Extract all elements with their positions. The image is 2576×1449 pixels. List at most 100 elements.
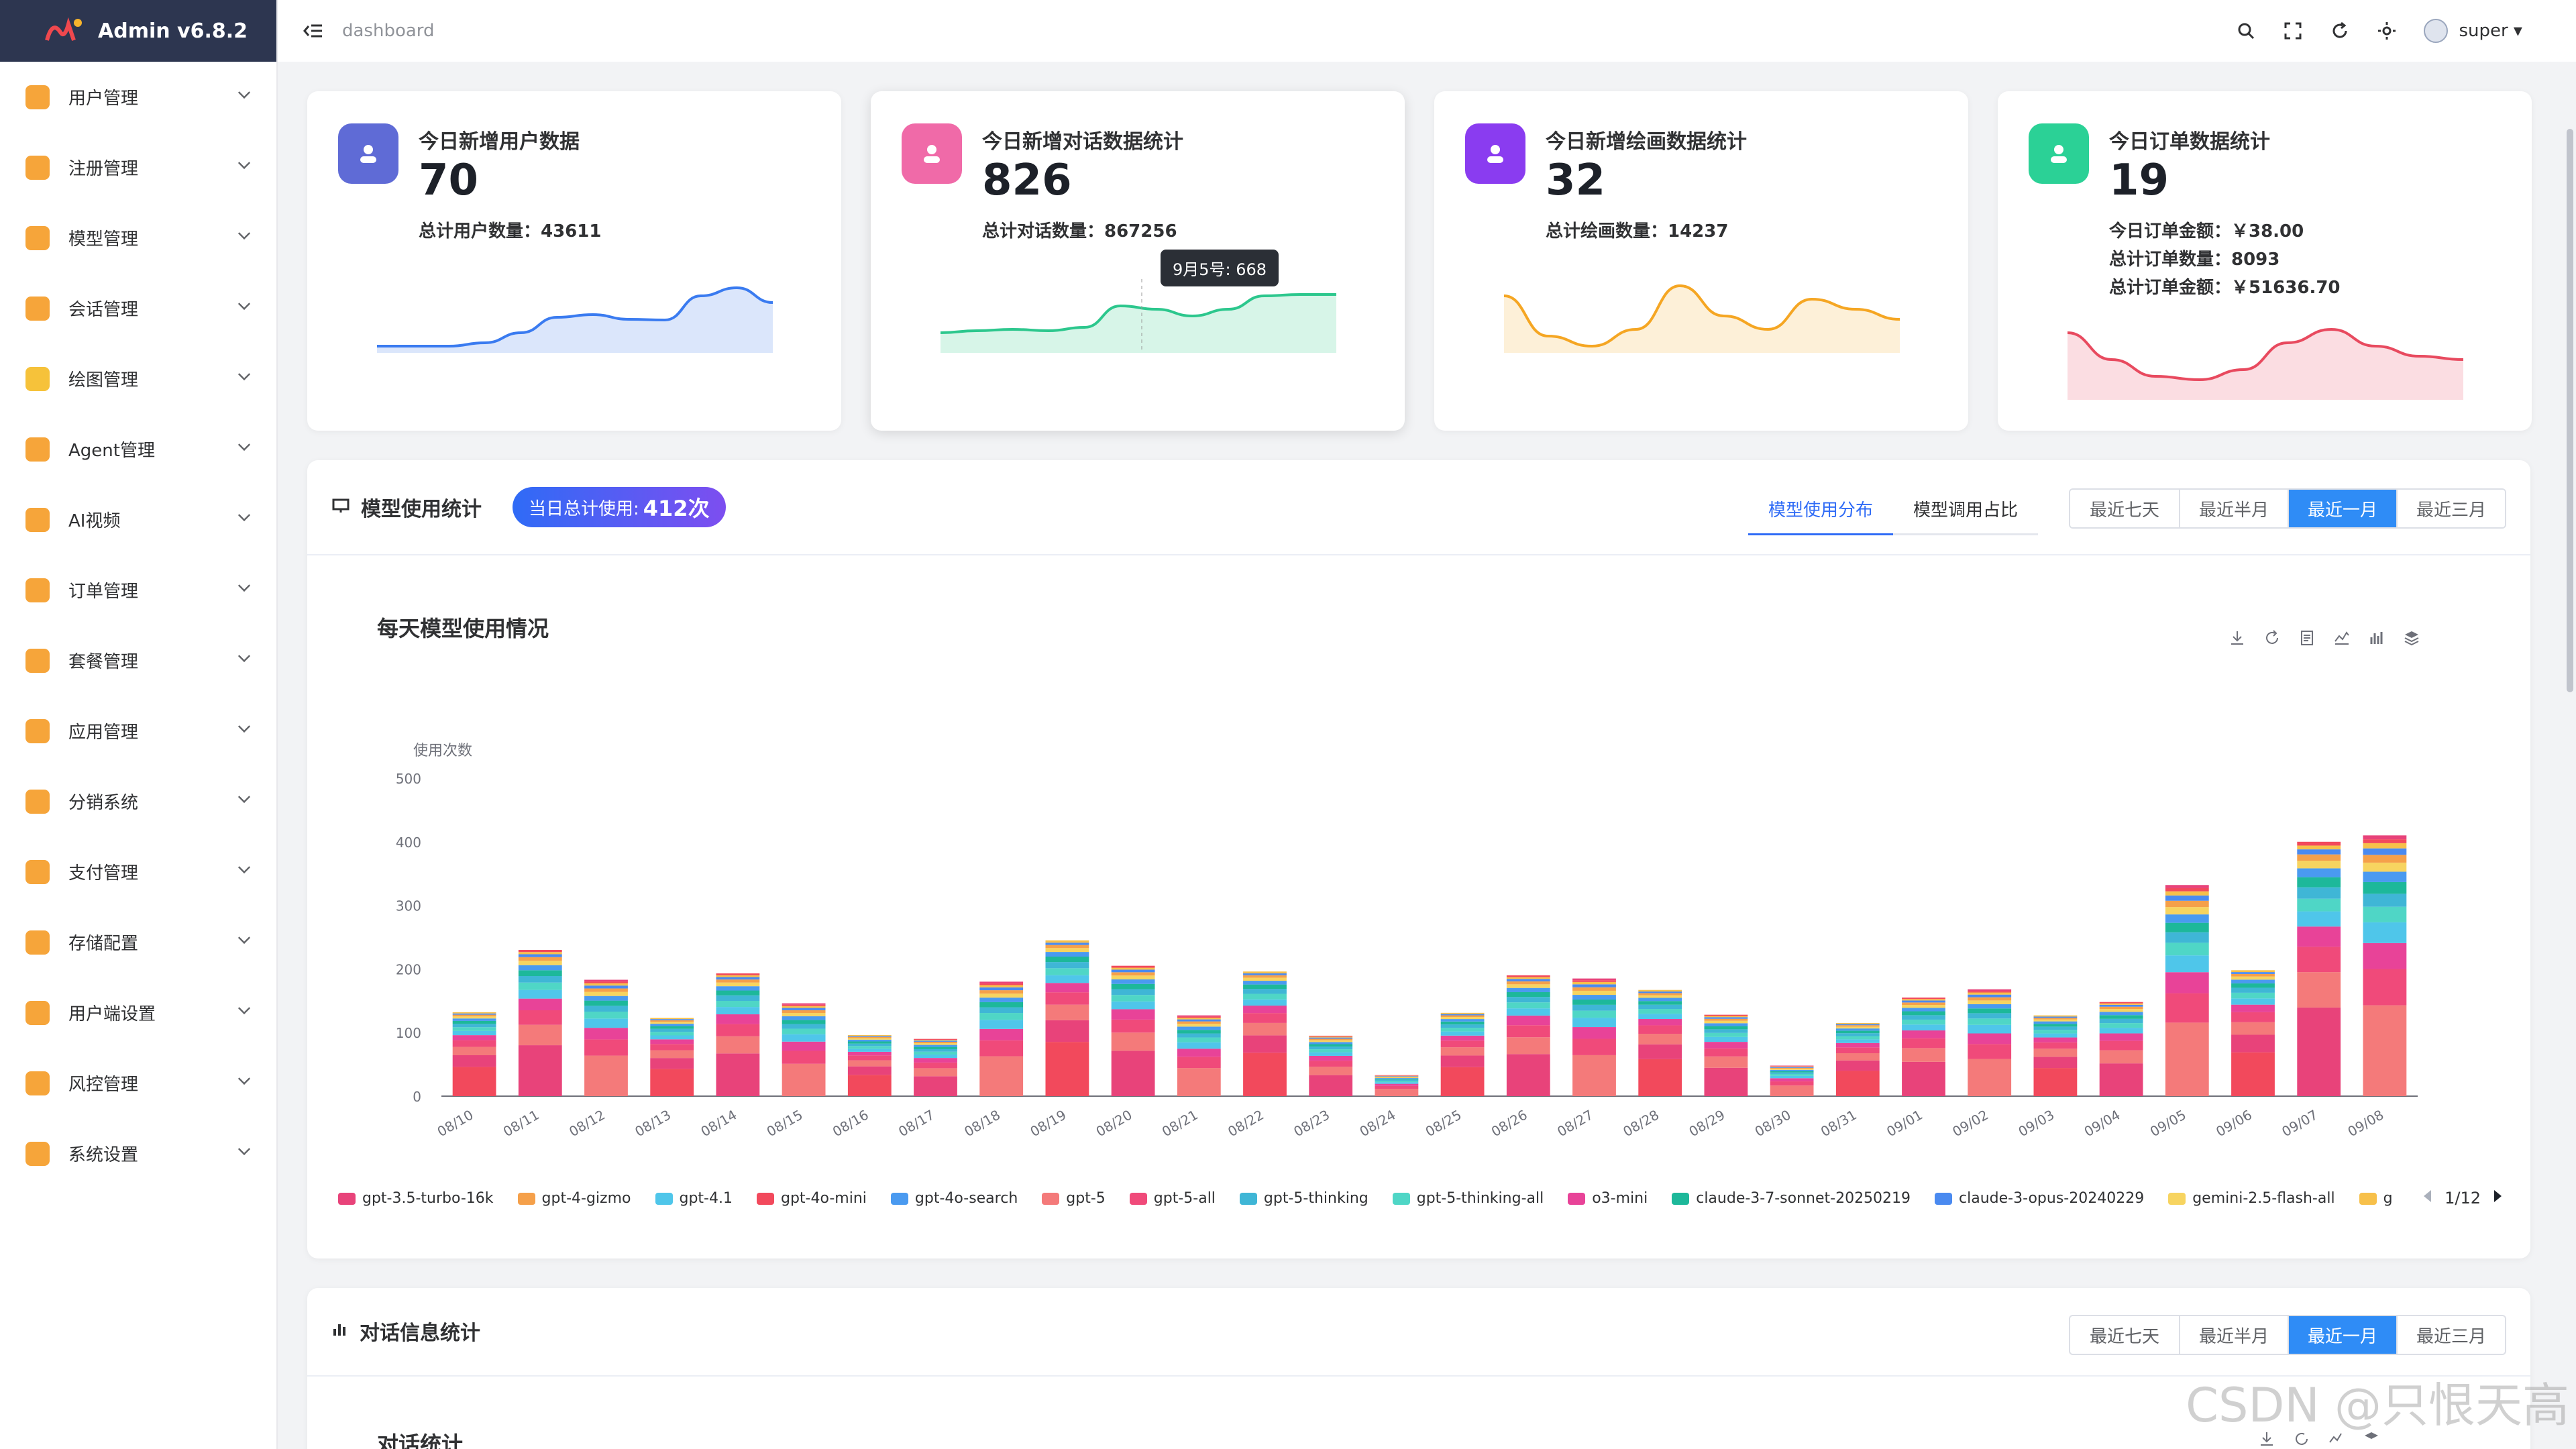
sidebar-item-14[interactable]: 风控管理 (0, 1048, 276, 1118)
legend-item[interactable]: gpt-4.1 (655, 1190, 733, 1207)
range-7-days[interactable]: 最近七天 (2070, 490, 2179, 527)
bar-segment (1045, 940, 1089, 943)
theme-sun-icon[interactable] (2377, 21, 2397, 41)
bar-segment (1177, 1068, 1221, 1096)
restore-icon[interactable] (2262, 628, 2282, 648)
stat-title: 今日新增用户数据 (419, 130, 580, 154)
legend-item[interactable]: gemini-2.5-flash-all (2168, 1190, 2335, 1207)
bar-segment (1968, 1000, 2012, 1004)
collapse-sidebar-icon[interactable] (302, 21, 323, 40)
range-one-month[interactable]: 最近一月 (2288, 490, 2396, 527)
data-view-icon[interactable] (2297, 628, 2317, 648)
sidebar-item-1[interactable]: 注册管理 (0, 132, 276, 203)
bar-segment (1902, 1019, 1945, 1025)
sidebar-item-2[interactable]: 模型管理 (0, 203, 276, 273)
bar-segment (650, 1022, 694, 1024)
bar-segment (1572, 981, 1616, 985)
legend-item[interactable]: gpt-5-thinking (1239, 1190, 1368, 1207)
bar-segment (1835, 1047, 1880, 1053)
bar-segment (2231, 1004, 2275, 1012)
sidebar-item-9[interactable]: 应用管理 (0, 696, 276, 766)
legend-item[interactable]: gpt-3.5-turbo-16k (338, 1190, 494, 1207)
sidebar-item-6[interactable]: AI视频 (0, 484, 276, 555)
bar-segment (2033, 1015, 2078, 1017)
search-icon[interactable] (2236, 21, 2256, 41)
legend-item[interactable]: gpt-5-all (1129, 1190, 1216, 1207)
legend-label: gpt-4o-search (914, 1190, 1018, 1207)
brand[interactable]: Admin v6.8.2 (0, 0, 276, 62)
legend-item[interactable]: o3-mini (1568, 1190, 1648, 1207)
bar-segment (2099, 1023, 2143, 1028)
sidebar-item-13[interactable]: 用户端设置 (0, 977, 276, 1048)
sidebar-item-5[interactable]: Agent管理 (0, 414, 276, 484)
restore-icon[interactable] (2292, 1429, 2312, 1449)
avatar[interactable] (2424, 19, 2449, 43)
bar-segment (584, 1000, 628, 1006)
sidebar-item-12[interactable]: 存储配置 (0, 907, 276, 977)
legend-item[interactable]: gpt-4o-search (890, 1190, 1018, 1207)
refresh-icon[interactable] (2330, 21, 2350, 41)
dlg-range-three-months[interactable]: 最近三月 (2396, 1316, 2505, 1354)
bar-segment (1111, 989, 1155, 996)
range-three-months[interactable]: 最近三月 (2396, 490, 2505, 527)
bar-segment (782, 1010, 826, 1014)
bar-segment (584, 991, 628, 996)
bar-segment (2165, 900, 2209, 908)
legend-item[interactable]: gpt-5 (1042, 1190, 1106, 1207)
bar-segment (584, 1039, 628, 1056)
sidebar-item-0[interactable]: 用户管理 (0, 62, 276, 132)
sparkline-area (377, 288, 773, 353)
bar-segment (1045, 945, 1089, 949)
sidebar-item-15[interactable]: 系统设置 (0, 1118, 276, 1189)
bar-segment (518, 970, 562, 977)
username-dropdown[interactable]: super ▾ (2459, 21, 2522, 41)
section-divider (307, 554, 2530, 555)
stack-icon[interactable] (2361, 1429, 2381, 1449)
line-chart-icon[interactable] (2326, 1429, 2347, 1449)
bar-segment (1835, 1053, 1880, 1061)
legend-item[interactable]: claude-3-opus-20240229 (1935, 1190, 2144, 1207)
bar-segment (2099, 1009, 2143, 1012)
bar-segment (1835, 1024, 1880, 1026)
sidebar-item-10[interactable]: 分销系统 (0, 766, 276, 837)
bar-segment (584, 1018, 628, 1028)
legend-item[interactable]: gpt-4-gizmo (517, 1190, 631, 1207)
legend-prev-icon[interactable] (2422, 1189, 2432, 1208)
line-chart-icon[interactable] (2332, 628, 2352, 648)
legend-item[interactable]: gpt-5-thinking-all (1392, 1190, 1544, 1207)
today-total-label: 当日总计使用: (529, 498, 639, 519)
fullscreen-icon[interactable] (2283, 21, 2303, 41)
sidebar-item-4[interactable]: 绘图管理 (0, 343, 276, 414)
bar-segment (1638, 993, 1682, 996)
download-icon[interactable] (2257, 1429, 2277, 1449)
dlg-range-7-days[interactable]: 最近七天 (2070, 1316, 2179, 1354)
bar-segment (1704, 1056, 1748, 1068)
bar-segment (1638, 1004, 1682, 1010)
sidebar-item-8[interactable]: 套餐管理 (0, 625, 276, 696)
sparkline-line (1504, 284, 1900, 348)
range-half-month[interactable]: 最近半月 (2179, 490, 2288, 527)
bar-segment (2165, 972, 2209, 994)
legend-next-icon[interactable] (2493, 1189, 2504, 1208)
sidebar-item-7[interactable]: 订单管理 (0, 555, 276, 625)
bar-segment (1243, 977, 1287, 981)
dlg-range-one-month[interactable]: 最近一月 (2288, 1316, 2396, 1354)
legend-item[interactable]: g (2359, 1190, 2393, 1207)
bar-chart-icon[interactable] (2367, 628, 2387, 648)
sidebar-item-11[interactable]: 支付管理 (0, 837, 276, 907)
breadcrumb[interactable]: dashboard (342, 21, 435, 41)
sparkline-chart (1504, 284, 1900, 353)
bar-segment (1704, 1023, 1748, 1026)
stack-icon[interactable] (2402, 628, 2422, 648)
tab-model-ratio[interactable]: 模型调用占比 (1893, 496, 2039, 535)
page-scrollbar[interactable] (2564, 62, 2576, 1449)
scrollbar-thumb[interactable] (2567, 129, 2573, 692)
legend-item[interactable]: claude-3-7-sonnet-20250219 (1672, 1190, 1911, 1207)
dlg-range-half-month[interactable]: 最近半月 (2179, 1316, 2288, 1354)
bar-segment (1440, 1015, 1485, 1017)
download-icon[interactable] (2227, 628, 2247, 648)
sidebar-item-3[interactable]: 会话管理 (0, 273, 276, 343)
usage-bar-chart: 使用次数 0 100 200 300 400 500 08/10 08/11 08/12 08/13… (396, 743, 2418, 1140)
tab-model-distribution[interactable]: 模型使用分布 (1748, 496, 1894, 535)
legend-item[interactable]: gpt-4o-mini (756, 1190, 867, 1207)
